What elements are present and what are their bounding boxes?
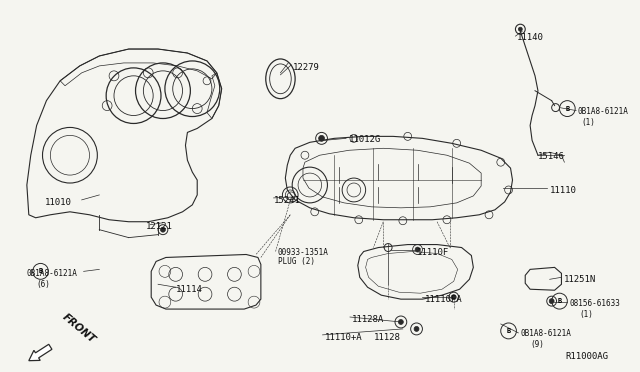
Circle shape <box>451 295 456 299</box>
Text: 15241: 15241 <box>273 196 300 205</box>
Text: (1): (1) <box>581 118 595 126</box>
Text: 00933-1351A: 00933-1351A <box>278 247 328 257</box>
Text: R11000AG: R11000AG <box>566 352 609 361</box>
Text: B: B <box>565 106 570 112</box>
Circle shape <box>415 247 420 252</box>
Text: 11251N: 11251N <box>563 275 596 284</box>
Text: 11110F: 11110F <box>417 247 449 257</box>
Circle shape <box>399 320 403 324</box>
FancyArrow shape <box>29 344 52 361</box>
Circle shape <box>161 227 165 232</box>
Text: 11128: 11128 <box>374 333 401 342</box>
Circle shape <box>319 135 324 141</box>
Text: B: B <box>38 268 43 275</box>
Text: 11110: 11110 <box>550 186 577 195</box>
Text: 11110FA: 11110FA <box>424 295 462 304</box>
Text: 11010: 11010 <box>45 198 72 207</box>
Text: (1): (1) <box>579 310 593 319</box>
Text: 11114: 11114 <box>175 285 202 294</box>
Text: 11110+A: 11110+A <box>324 333 362 342</box>
Text: 0B1A8-6121A: 0B1A8-6121A <box>520 329 572 338</box>
Text: 12279: 12279 <box>293 63 320 72</box>
Circle shape <box>549 299 554 304</box>
Text: FRONT: FRONT <box>60 312 97 346</box>
Circle shape <box>414 327 419 331</box>
Text: (6): (6) <box>36 280 51 289</box>
Text: B: B <box>506 328 511 334</box>
Circle shape <box>518 27 522 31</box>
Text: (9): (9) <box>530 340 544 349</box>
Text: 08156-61633: 08156-61633 <box>570 299 620 308</box>
Text: 0B1A8-6121A: 0B1A8-6121A <box>27 269 77 278</box>
Text: 11140: 11140 <box>516 33 543 42</box>
Text: 12121: 12121 <box>147 222 173 231</box>
Text: 11012G: 11012G <box>349 135 381 144</box>
Text: 11128A: 11128A <box>352 315 384 324</box>
Text: B: B <box>557 298 562 304</box>
Text: 0B1A8-6121A: 0B1A8-6121A <box>577 107 628 116</box>
Text: PLUG (2): PLUG (2) <box>278 257 314 266</box>
Text: 15146: 15146 <box>538 152 565 161</box>
